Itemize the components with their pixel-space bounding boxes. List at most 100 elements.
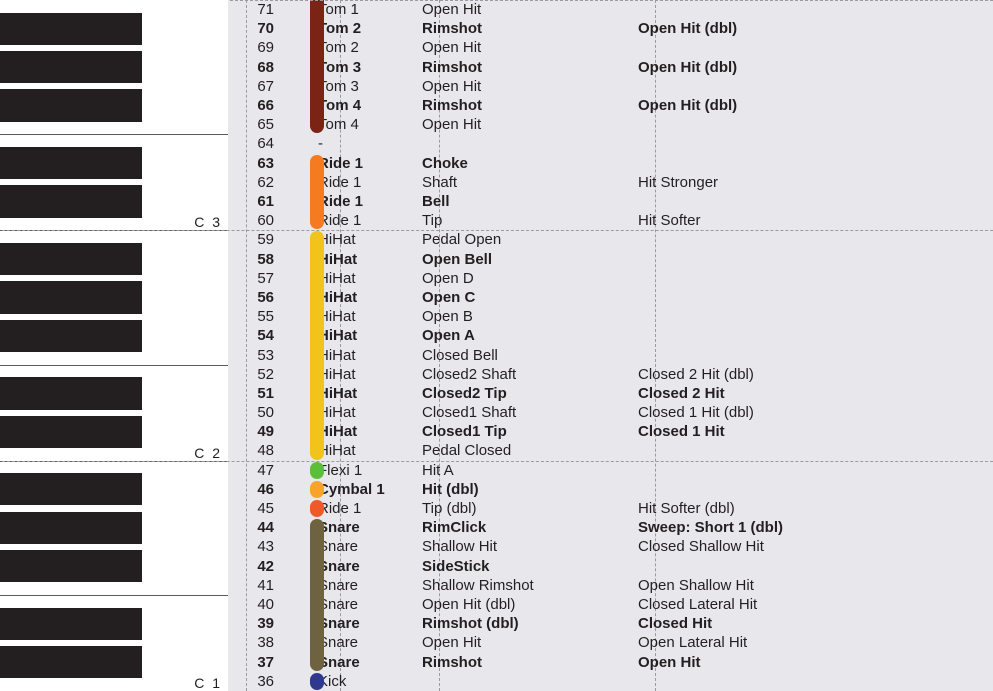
alt-articulation-name: Closed 1 Hit (dbl) <box>636 404 993 421</box>
note-number: 41 <box>228 577 282 594</box>
black-key <box>0 377 142 409</box>
note-number: 61 <box>228 193 282 210</box>
alt-articulation-name: Closed 2 Hit <box>636 385 993 402</box>
instrument-name: - <box>316 135 420 152</box>
articulation-name: Closed1 Shaft <box>420 404 636 421</box>
note-number: 42 <box>228 558 282 575</box>
mapping-row: 50HiHatClosed1 ShaftClosed 1 Hit (dbl) <box>228 403 993 422</box>
instrument-name: HiHat <box>316 308 420 325</box>
mapping-row: 57HiHatOpen D <box>228 269 993 288</box>
instrument-name: Tom 3 <box>316 78 420 95</box>
alt-articulation-name: Closed Lateral Hit <box>636 596 993 613</box>
instrument-name: Snare <box>316 538 420 555</box>
mapping-row: 55HiHatOpen B <box>228 307 993 326</box>
white-key-divider <box>0 595 228 596</box>
mapping-row: 41SnareShallow RimshotOpen Shallow Hit <box>228 576 993 595</box>
group-divider <box>2 461 993 462</box>
instrument-name: Snare <box>316 634 420 651</box>
articulation-name: Closed Bell <box>420 347 636 364</box>
alt-articulation-name: Open Lateral Hit <box>636 634 993 651</box>
alt-articulation-name: Open Hit <box>636 654 993 671</box>
instrument-name: Snare <box>316 596 420 613</box>
instrument-color-bar <box>310 0 324 133</box>
piano-keyboard: C 3C 2C 1 <box>0 0 228 691</box>
articulation-name: Open Bell <box>420 251 636 268</box>
articulation-name: Choke <box>420 155 636 172</box>
articulation-name: Shaft <box>420 174 636 191</box>
mapping-row: 38SnareOpen HitOpen Lateral Hit <box>228 633 993 652</box>
group-divider <box>2 230 993 231</box>
articulation-name: Closed2 Tip <box>420 385 636 402</box>
note-number: 71 <box>228 1 282 18</box>
articulation-name: Rimshot <box>420 59 636 76</box>
articulation-name: Open C <box>420 289 636 306</box>
black-key <box>0 281 142 313</box>
note-number: 43 <box>228 538 282 555</box>
mapping-row: 64- <box>228 134 993 153</box>
articulation-name: Hit (dbl) <box>420 481 636 498</box>
mapping-row: 54HiHatOpen A <box>228 326 993 345</box>
instrument-color-bar <box>310 673 324 690</box>
note-number: 62 <box>228 174 282 191</box>
instrument-name: Ride 1 <box>316 212 420 229</box>
instrument-name: Kick <box>316 673 420 690</box>
instrument-name: HiHat <box>316 442 420 459</box>
note-number: 40 <box>228 596 282 613</box>
alt-articulation-name: Hit Softer <box>636 212 993 229</box>
articulation-name: Open Hit <box>420 1 636 18</box>
mapping-row: 63Ride 1Choke <box>228 154 993 173</box>
note-number: 68 <box>228 59 282 76</box>
note-number: 45 <box>228 500 282 517</box>
mapping-row: 48 HiHatPedal Closed <box>228 441 993 460</box>
articulation-name: Open Hit <box>420 39 636 56</box>
articulation-name: Tip (dbl) <box>420 500 636 517</box>
mapping-row: 69Tom 2Open Hit <box>228 38 993 57</box>
articulation-name: Bell <box>420 193 636 210</box>
articulation-name: Open Hit (dbl) <box>420 596 636 613</box>
mapping-row: 39SnareRimshot (dbl)Closed Hit <box>228 614 993 633</box>
mapping-row: 49HiHatClosed1 TipClosed 1 Hit <box>228 422 993 441</box>
instrument-name: Snare <box>316 558 420 575</box>
instrument-name: HiHat <box>316 423 420 440</box>
black-key <box>0 185 142 217</box>
color-bar-cell <box>282 134 316 153</box>
black-key <box>0 550 142 582</box>
note-number: 65 <box>228 116 282 133</box>
note-number: 69 <box>228 39 282 56</box>
instrument-name: Snare <box>316 577 420 594</box>
note-number: 39 <box>228 615 282 632</box>
note-number: 37 <box>228 654 282 671</box>
octave-label: C 1 <box>194 675 222 691</box>
mapping-row: 40 SnareOpen Hit (dbl)Closed Lateral Hit <box>228 595 993 614</box>
instrument-name: HiHat <box>316 270 420 287</box>
mapping-row: 37SnareRimshotOpen Hit <box>228 652 993 671</box>
instrument-name: Snare <box>316 654 420 671</box>
alt-articulation-name: Hit Softer (dbl) <box>636 500 993 517</box>
articulation-name: Pedal Closed <box>420 442 636 459</box>
instrument-name: Tom 2 <box>316 20 420 37</box>
instrument-name: Snare <box>316 615 420 632</box>
articulation-name: Shallow Rimshot <box>420 577 636 594</box>
note-number: 54 <box>228 327 282 344</box>
black-key <box>0 243 142 275</box>
mapping-row: 59HiHatPedal Open <box>228 230 993 249</box>
instrument-name: Tom 4 <box>316 97 420 114</box>
black-key <box>0 646 142 678</box>
note-number: 51 <box>228 385 282 402</box>
instrument-name: HiHat <box>316 385 420 402</box>
alt-articulation-name: Hit Stronger <box>636 174 993 191</box>
note-number: 48 <box>228 442 282 459</box>
instrument-color-bar <box>310 481 324 498</box>
black-key <box>0 147 142 179</box>
articulation-name: Closed1 Tip <box>420 423 636 440</box>
articulation-name: Pedal Open <box>420 231 636 248</box>
mapping-row: 68Tom 3RimshotOpen Hit (dbl) <box>228 58 993 77</box>
mapping-row: 45Ride 1Tip (dbl)Hit Softer (dbl) <box>228 499 993 518</box>
note-number: 36 <box>228 673 282 690</box>
alt-articulation-name: Open Hit (dbl) <box>636 20 993 37</box>
articulation-name: Rimshot (dbl) <box>420 615 636 632</box>
articulation-name: RimClick <box>420 519 636 536</box>
alt-articulation-name: Closed Shallow Hit <box>636 538 993 555</box>
alt-articulation-name: Closed 2 Hit (dbl) <box>636 366 993 383</box>
alt-articulation-name: Closed 1 Hit <box>636 423 993 440</box>
